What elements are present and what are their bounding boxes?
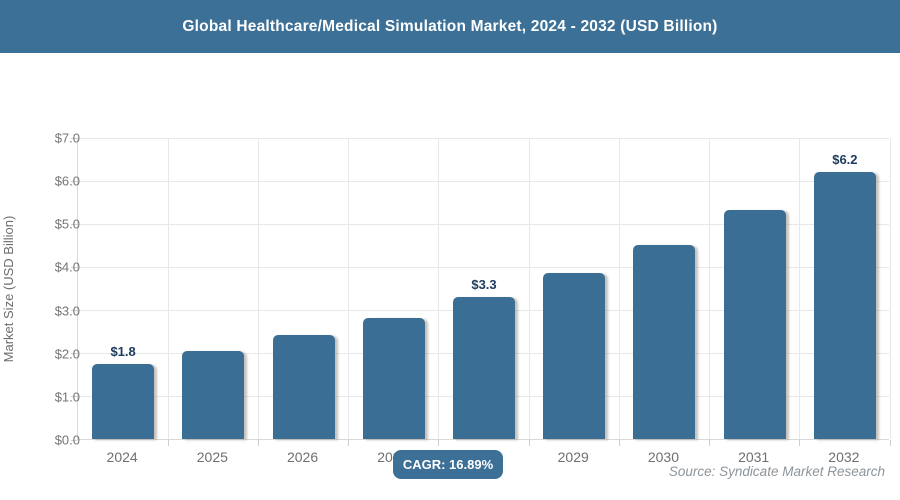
chart-title-bar: Global Healthcare/Medical Simulation Mar… bbox=[0, 0, 900, 53]
bar-value-label: $1.8 bbox=[110, 343, 136, 359]
y-axis-tick bbox=[71, 180, 77, 182]
source-note: Source: Syndicate Market Research bbox=[668, 464, 885, 479]
bar-2030 bbox=[633, 244, 696, 439]
gridline-vertical bbox=[618, 138, 620, 439]
y-axis-tick bbox=[71, 137, 77, 139]
x-axis-label: 2032 bbox=[828, 449, 860, 465]
x-axis-tick bbox=[618, 440, 620, 446]
bar-2029 bbox=[543, 272, 606, 439]
bar-2027 bbox=[362, 318, 425, 439]
plot-area: $1.8 $3.3 $6.2 bbox=[71, 137, 891, 446]
gridline-vertical bbox=[438, 138, 440, 439]
bar-2024 bbox=[92, 363, 155, 439]
y-axis-tick-label: $4.0 bbox=[54, 259, 80, 275]
gridline-vertical bbox=[528, 138, 530, 439]
y-axis-tick-label: $7.0 bbox=[54, 130, 80, 146]
x-axis-tick bbox=[257, 440, 259, 446]
bar-2031 bbox=[723, 210, 786, 439]
gridline-vertical bbox=[889, 138, 891, 439]
y-axis-tick-label: $3.0 bbox=[54, 303, 80, 319]
x-axis-tick bbox=[709, 440, 711, 446]
y-axis-tick-label: $6.0 bbox=[54, 173, 80, 189]
gridline-vertical bbox=[257, 138, 259, 439]
chart-title: Global Healthcare/Medical Simulation Mar… bbox=[182, 17, 718, 35]
bar-2028 bbox=[453, 296, 515, 439]
x-axis-tick bbox=[799, 440, 801, 446]
gridline-horizontal bbox=[78, 137, 889, 139]
bar-value-label: $6.2 bbox=[832, 151, 858, 167]
bar-2032 bbox=[813, 171, 876, 439]
x-axis-tick bbox=[348, 440, 350, 446]
x-axis-tick bbox=[889, 440, 891, 446]
x-axis-label: 2030 bbox=[647, 449, 680, 465]
y-axis-tick bbox=[71, 310, 77, 312]
bar-value-label: $3.3 bbox=[471, 276, 497, 292]
y-axis-tick-label: $0.0 bbox=[54, 432, 80, 448]
chart-area: Market Size (USD Billion) $1.8 $3.3 $6.2 $… bbox=[0, 53, 900, 465]
gridline-vertical bbox=[348, 138, 350, 439]
y-axis-tick bbox=[71, 396, 77, 398]
gridline-horizontal bbox=[78, 266, 889, 268]
y-axis-tick bbox=[71, 353, 77, 355]
bar-2026 bbox=[272, 335, 335, 439]
y-axis-tick-label: $1.0 bbox=[54, 389, 80, 405]
x-axis-tick bbox=[528, 440, 530, 446]
x-axis-label: 2031 bbox=[738, 449, 770, 465]
x-axis-label: 2025 bbox=[196, 449, 228, 465]
x-axis-tick bbox=[438, 440, 440, 446]
bar-2025 bbox=[182, 350, 245, 439]
gridline-horizontal bbox=[78, 223, 889, 225]
gridline-vertical bbox=[799, 138, 801, 439]
cagr-badge: CAGR: 16.89% bbox=[393, 450, 503, 479]
y-axis-tick bbox=[71, 266, 77, 268]
y-axis-tick bbox=[71, 439, 77, 441]
gridline-horizontal bbox=[78, 180, 889, 182]
x-axis-tick bbox=[167, 440, 169, 446]
x-axis-label: 2024 bbox=[106, 449, 138, 465]
gridline-vertical bbox=[709, 138, 711, 439]
y-axis-tick bbox=[71, 223, 77, 225]
gridline-vertical bbox=[167, 138, 169, 439]
x-axis-label: 2026 bbox=[286, 449, 319, 465]
x-axis-label: 2029 bbox=[557, 449, 589, 465]
y-axis-tick-label: $2.0 bbox=[54, 346, 80, 362]
y-axis-tick-label: $5.0 bbox=[54, 216, 80, 232]
